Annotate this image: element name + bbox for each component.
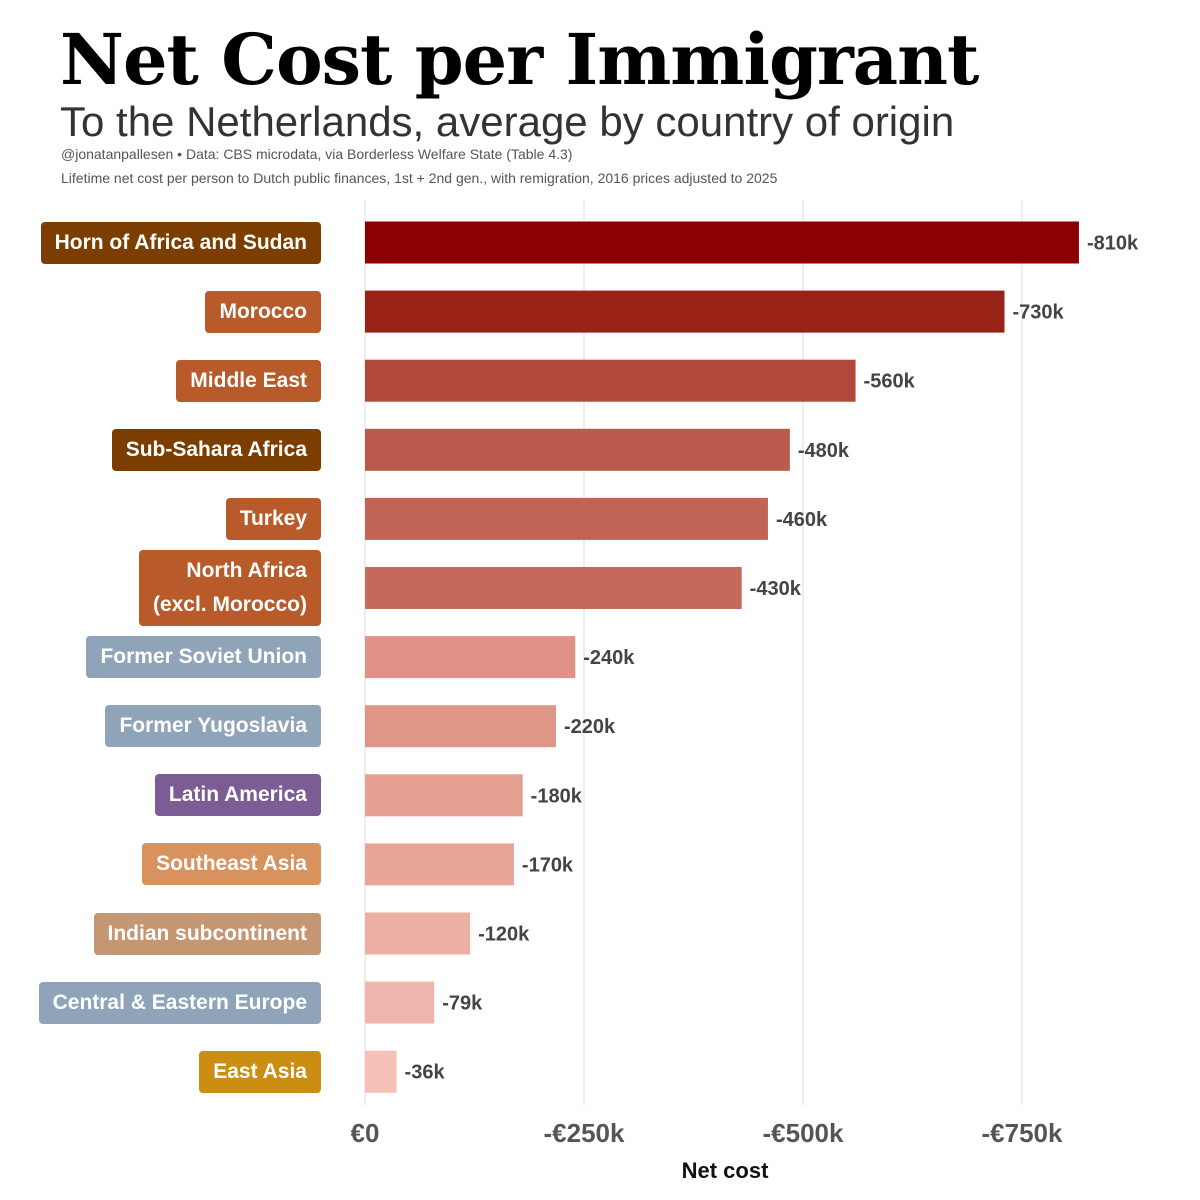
- bar: [365, 705, 556, 748]
- data-label: -460k: [776, 509, 828, 531]
- data-label: -79k: [442, 993, 483, 1015]
- category-label: Former Soviet Union: [86, 636, 321, 679]
- data-label: -480k: [798, 440, 850, 462]
- category-label: Former Yugoslavia: [105, 705, 321, 748]
- chart-title: Net Cost per Immigrant: [60, 18, 979, 101]
- bar: [365, 567, 742, 609]
- category-label: Morocco: [205, 290, 321, 333]
- bar: [365, 843, 514, 886]
- bar: [365, 774, 523, 817]
- data-label: -120k: [478, 924, 530, 946]
- data-label: -36k: [405, 1062, 446, 1084]
- data-label: -730k: [1012, 302, 1064, 324]
- bar: [365, 290, 1005, 333]
- category-label: North Africa (excl. Morocco): [138, 550, 321, 626]
- bar: [365, 428, 790, 471]
- bar: [365, 221, 1079, 264]
- category-label: Sub-Sahara Africa: [111, 428, 321, 471]
- category-label: Horn of Africa and Sudan: [40, 221, 321, 264]
- chart-note: Lifetime net cost per person to Dutch pu…: [61, 170, 778, 186]
- chart-credit: @jonatanpallesen • Data: CBS microdata, …: [61, 146, 573, 162]
- category-label: East Asia: [199, 1050, 321, 1093]
- x-tick-label: -€750k: [982, 1118, 1063, 1148]
- category-label: Southeast Asia: [142, 843, 321, 886]
- category-label: Middle East: [176, 359, 321, 402]
- data-label: -430k: [750, 578, 802, 600]
- data-label: -180k: [531, 785, 583, 807]
- bar: [365, 912, 471, 955]
- bar: [365, 497, 768, 540]
- data-label: -240k: [583, 647, 635, 669]
- data-label: -560k: [864, 371, 916, 393]
- category-label: Indian subcontinent: [93, 912, 321, 955]
- bar: [365, 359, 856, 402]
- bar: [365, 981, 435, 1024]
- data-label: -810k: [1087, 233, 1139, 255]
- x-tick-label: €0: [351, 1118, 380, 1148]
- data-label: -170k: [522, 854, 574, 876]
- x-tick-label: -€500k: [763, 1118, 844, 1148]
- category-label: Latin America: [154, 774, 321, 817]
- data-label: -220k: [564, 716, 616, 738]
- x-axis-label: Net cost: [681, 1158, 769, 1183]
- category-label: Central & Eastern Europe: [38, 981, 321, 1024]
- bar: [365, 1050, 397, 1093]
- chart-subtitle: To the Netherlands, average by country o…: [60, 98, 955, 145]
- bar: [365, 636, 576, 679]
- category-label: Turkey: [225, 497, 321, 540]
- x-tick-label: -€250k: [544, 1118, 625, 1148]
